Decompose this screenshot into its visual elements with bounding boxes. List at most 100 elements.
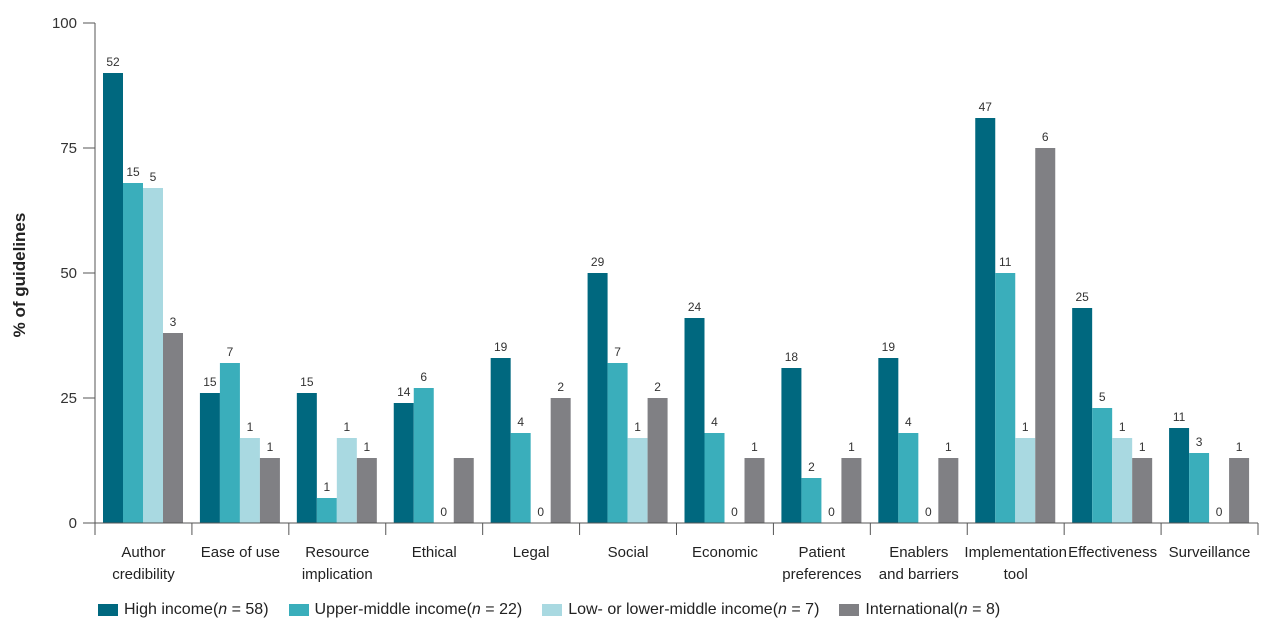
data-label: 5: [1099, 390, 1106, 404]
data-label: 18: [785, 350, 799, 364]
data-label: 1: [1139, 440, 1146, 454]
data-label: 6: [420, 370, 427, 384]
y-tick-label: 100: [52, 15, 77, 32]
bar: [393, 403, 414, 523]
category-label: Implementation tool: [964, 544, 1067, 583]
data-label: 4: [711, 415, 718, 429]
bar: [453, 458, 474, 523]
data-label: 3: [1196, 435, 1203, 449]
bar: [316, 498, 337, 523]
bar: [103, 73, 123, 523]
legend-sample-size: (n = 8): [953, 601, 1001, 618]
legend-swatch: [839, 604, 860, 616]
legend-item: High income (n = 58): [98, 601, 269, 619]
data-label: 0: [1216, 505, 1223, 519]
bar: [219, 363, 240, 523]
legend-item: International (n = 8): [839, 601, 1000, 619]
legend-label: International: [865, 601, 954, 618]
category-label: Economic: [692, 544, 758, 561]
data-label: 14: [397, 385, 411, 399]
category-label: Surveillance: [1169, 544, 1251, 561]
bar: [199, 393, 220, 523]
bar: [1015, 438, 1036, 523]
bar: [123, 183, 143, 523]
bar: [296, 393, 317, 523]
data-label: 1: [363, 440, 370, 454]
data-label: 15: [126, 165, 140, 179]
bar: [938, 458, 959, 523]
data-label: 25: [1075, 290, 1089, 304]
bar: [413, 388, 434, 523]
bar: [841, 458, 862, 523]
data-label: 19: [494, 340, 508, 354]
data-label: 1: [267, 440, 274, 454]
legend-swatch: [98, 604, 118, 616]
bar: [781, 368, 802, 523]
data-label: 15: [300, 375, 314, 389]
bar: [356, 458, 377, 523]
bar: [1169, 428, 1190, 523]
legend-sample-size: (n = 58): [212, 601, 269, 618]
y-tick-label: 50: [60, 265, 77, 282]
bar: [259, 458, 280, 523]
x-axis: Author credibility Ease of use Resource impl…: [94, 522, 1259, 583]
bar: [975, 118, 996, 523]
bar: [1112, 438, 1133, 523]
data-label: 5: [150, 170, 157, 184]
legend-swatch: [288, 604, 309, 616]
y-tick-label: 25: [60, 390, 77, 407]
data-label: 11: [1173, 410, 1186, 424]
bar: [1189, 453, 1210, 523]
data-label: 1: [1119, 420, 1126, 434]
data-label: 0: [828, 505, 835, 519]
category-label: Legal: [513, 544, 550, 561]
bar: [336, 438, 357, 523]
bar: [647, 398, 668, 523]
category-label: Patient preferences: [782, 544, 861, 583]
data-label: 24: [688, 300, 702, 314]
legend-sample-size: (n = 22): [466, 601, 523, 618]
category-label: Ease of use: [201, 544, 280, 561]
legend: High income (n = 58) Upper-middle income …: [98, 601, 1020, 619]
data-label: 2: [557, 380, 564, 394]
data-label: 2: [808, 460, 815, 474]
data-label: 2: [654, 380, 661, 394]
data-label: 4: [517, 415, 524, 429]
legend-label: High income: [124, 601, 213, 618]
data-label: 1: [945, 440, 952, 454]
data-label: 1: [634, 420, 641, 434]
bar: [1092, 408, 1113, 523]
y-tick-label: 75: [60, 140, 77, 157]
legend-label: Upper-middle income: [314, 601, 467, 618]
y-axis-label: % of guidelines: [10, 213, 29, 338]
y-axis: 0 25 50 75 100: [52, 15, 96, 532]
data-label: 7: [614, 345, 621, 359]
category-label: Social: [608, 544, 649, 561]
data-label: 6: [1042, 130, 1049, 144]
bar: [744, 458, 765, 523]
legend-swatch: [542, 604, 563, 616]
data-label: 3: [170, 315, 177, 329]
bar: [143, 188, 163, 523]
bar: [1229, 458, 1250, 523]
bar: [684, 318, 705, 523]
data-label: 4: [905, 415, 912, 429]
data-label: 15: [203, 375, 217, 389]
bar: [490, 358, 511, 523]
legend-sample-size: (n = 7): [772, 601, 820, 618]
bar: [1035, 148, 1056, 523]
legend-label: Low- or lower-middle income: [568, 601, 773, 618]
data-label: 1: [343, 420, 350, 434]
data-label: 1: [1022, 420, 1029, 434]
bar: [239, 438, 260, 523]
bar: [510, 433, 531, 523]
y-tick-label: 0: [69, 515, 77, 532]
data-label: 1: [848, 440, 855, 454]
bar: [550, 398, 571, 523]
category-label: Effectiveness: [1068, 544, 1157, 561]
bar: [898, 433, 919, 523]
data-label: 47: [979, 100, 993, 114]
data-label: 11: [999, 255, 1012, 269]
